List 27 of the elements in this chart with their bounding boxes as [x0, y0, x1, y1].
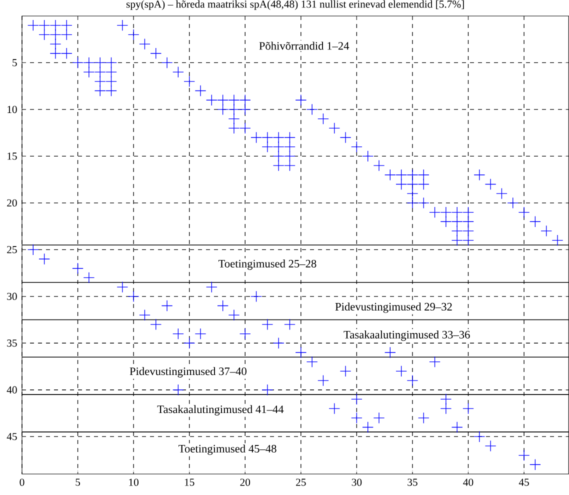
x-tick-label: 30 [352, 478, 362, 486]
y-tick-label: 5 [12, 59, 17, 66]
annotation: Pidevustingimused 29–32 [335, 302, 452, 313]
annotation: Põhivõrrandid 1–24 [259, 42, 350, 50]
x-tick-label: 25 [296, 478, 306, 486]
x-tick-label: 20 [240, 478, 250, 486]
annotation: Tasakaalutingimused 33–36 [344, 330, 470, 341]
x-tick-label: 0 [20, 478, 24, 486]
annotation: Toetingimused 25–28 [218, 260, 316, 270]
y-tick-label: 25 [7, 246, 17, 254]
y-tick-label: 20 [7, 199, 17, 207]
annotation: Toetingimused 45–48 [178, 444, 276, 455]
x-tick-label: 5 [76, 478, 80, 486]
x-tick-label: 10 [129, 478, 138, 486]
annotation: Tasakaalutingimused 41–44 [157, 405, 284, 416]
x-tick-label: 35 [408, 478, 418, 486]
x-tick-label: 15 [184, 478, 194, 486]
y-tick-label: 35 [7, 340, 17, 347]
x-tick-label: 45 [518, 478, 529, 486]
y-tick-label: 45 [6, 433, 17, 440]
chart-title: spy(spA) – hõreda maatriksi spA(48,48) 131 nullist erinevad elemendid [5.7%] [126, 0, 464, 10]
annotation: Pidevustingimused 37–40 [130, 367, 246, 378]
y-tick-label: 40 [6, 386, 17, 394]
y-tick-label: 15 [8, 152, 17, 160]
x-tick-label: 40 [463, 478, 474, 486]
y-tick-label: 30 [7, 292, 17, 300]
y-tick-label: 10 [8, 106, 17, 114]
